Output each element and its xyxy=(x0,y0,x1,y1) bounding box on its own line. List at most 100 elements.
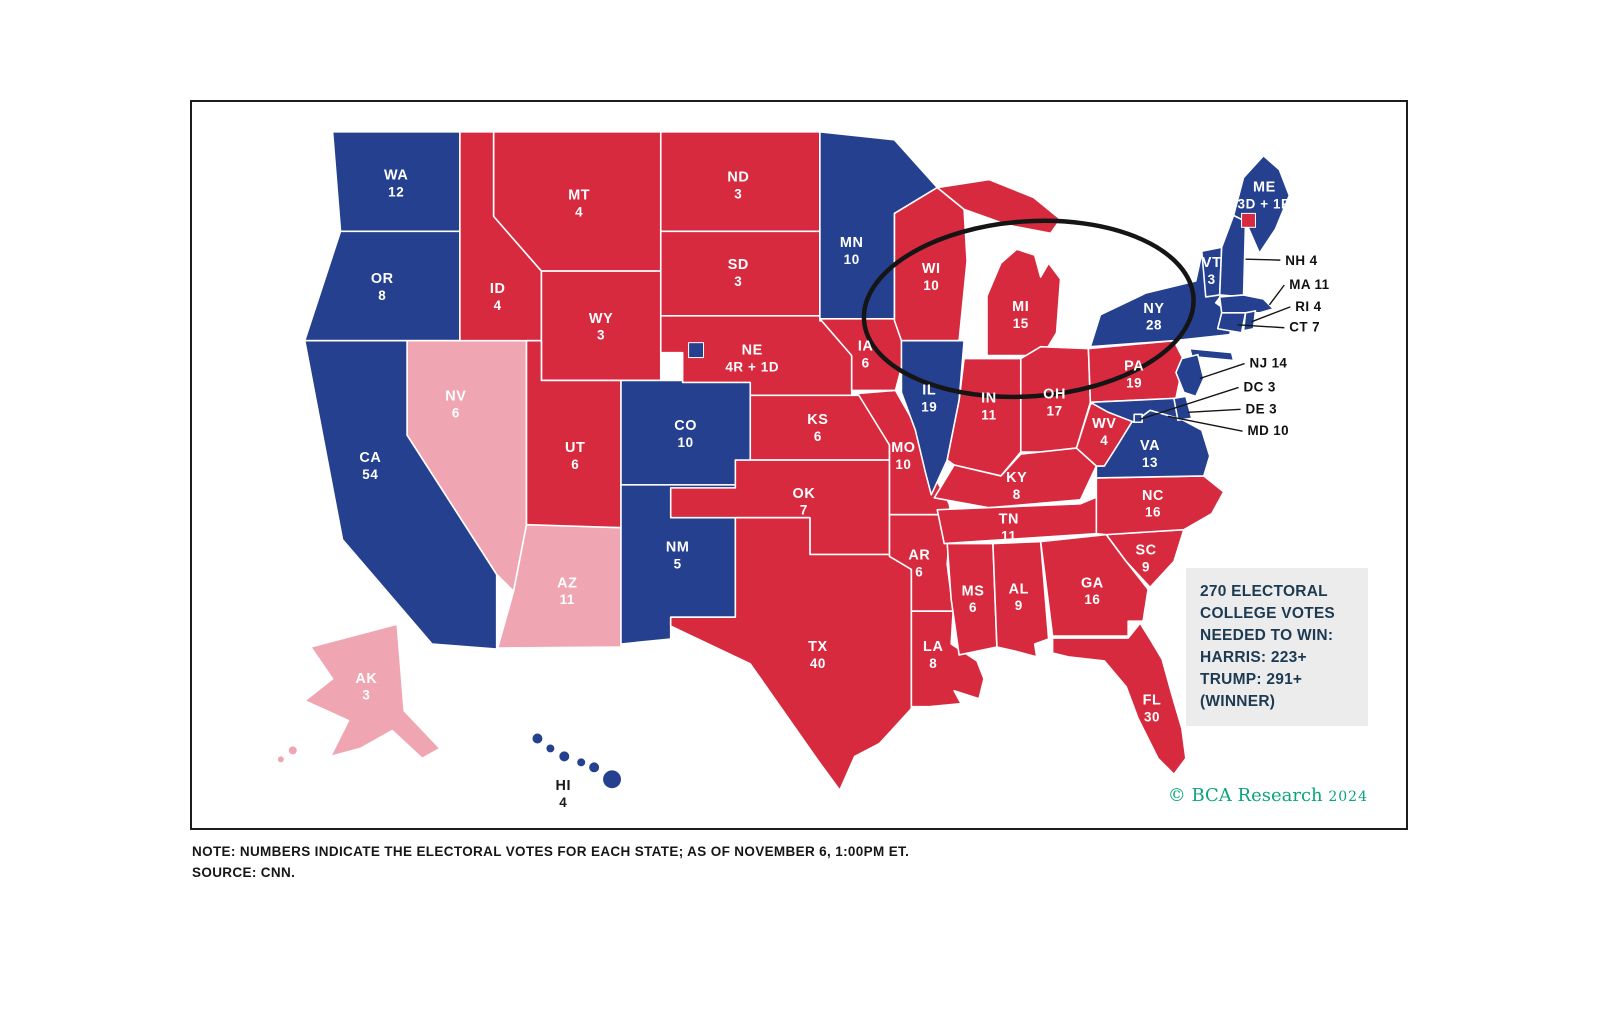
state-HI-island xyxy=(532,733,543,744)
state-MS xyxy=(946,542,998,656)
state-label-WY: WY 3 xyxy=(589,311,613,343)
state-AK-island xyxy=(288,746,297,755)
summary-line: HARRIS: 223+ xyxy=(1200,649,1307,666)
district-marker-NE-2 xyxy=(688,342,705,359)
state-label-MT: MT 4 xyxy=(568,187,590,219)
state-AK-island xyxy=(277,756,284,763)
publisher-name: © BCA Research xyxy=(1167,785,1323,806)
summary-line: COLLEGE VOTES xyxy=(1200,605,1336,622)
state-DE xyxy=(1173,395,1193,422)
state-NH xyxy=(1218,214,1247,298)
state-label-OH: OH 17 xyxy=(1043,386,1066,418)
callout-line-DE-3 xyxy=(1187,408,1241,413)
callout-line-NH-4 xyxy=(1245,258,1281,261)
state-label-FL: FL 30 xyxy=(1143,693,1162,725)
state-label-KS: KS 6 xyxy=(807,412,828,444)
state-label-ID: ID 4 xyxy=(490,281,506,313)
footnote-source: SOURCE: CNN. xyxy=(192,864,296,880)
callout-label-CT-7: CT 7 xyxy=(1289,320,1320,335)
state-label-TN: TN 11 xyxy=(999,512,1019,544)
callout-label-NH-4: NH 4 xyxy=(1285,253,1317,268)
state-HI-island xyxy=(577,758,586,767)
state-label-NV: NV 6 xyxy=(445,388,466,420)
state-label-KY: KY 8 xyxy=(1006,470,1027,502)
state-MI xyxy=(986,248,1062,357)
footnote: NOTE: NUMBERS INDICATE THE ELECTORAL VOT… xyxy=(192,842,909,884)
state-label-ME: ME 3D + 1R xyxy=(1238,180,1292,212)
state-label-AK: AK 3 xyxy=(355,671,377,703)
state-label-VT: VT 3 xyxy=(1202,255,1222,287)
summary-line: TRUMP: 291+ xyxy=(1200,671,1303,688)
state-label-MN: MN 10 xyxy=(840,235,864,267)
summary-line: (WINNER) xyxy=(1200,693,1276,710)
state-FL xyxy=(1051,622,1187,776)
callout-label-DC-3: DC 3 xyxy=(1244,379,1276,394)
state-label-OK: OK 7 xyxy=(793,486,816,518)
state-label-IA: IA 6 xyxy=(858,339,874,371)
state-label-UT: UT 6 xyxy=(565,440,585,472)
state-label-MO: MO 10 xyxy=(891,440,915,472)
state-label-PA: PA 19 xyxy=(1124,359,1144,391)
callout-label-DE-3: DE 3 xyxy=(1246,401,1277,416)
callout-label-MD-10: MD 10 xyxy=(1248,423,1289,438)
callout-line-CT-7 xyxy=(1237,324,1285,329)
publisher-year: 2024 xyxy=(1328,789,1368,805)
state-DC xyxy=(1133,413,1143,424)
state-label-IL: IL 19 xyxy=(921,382,937,414)
state-label-AL: AL 9 xyxy=(1009,581,1029,613)
state-HI-island xyxy=(589,762,600,773)
state-NY xyxy=(1189,347,1235,362)
state-LA xyxy=(910,610,985,708)
summary-line: 270 ELECTORAL xyxy=(1200,583,1328,600)
summary-line: NEEDED TO WIN: xyxy=(1200,627,1334,644)
state-label-MS: MS 6 xyxy=(962,583,985,615)
footnote-note: NOTE: NUMBERS INDICATE THE ELECTORAL VOT… xyxy=(192,844,910,859)
callout-line-MA-11 xyxy=(1268,284,1285,306)
state-label-NE: NE 4R + 1D xyxy=(725,343,779,375)
state-label-WI: WI 10 xyxy=(922,261,941,293)
state-label-TX: TX 40 xyxy=(808,639,828,671)
state-label-OR: OR 8 xyxy=(371,271,394,303)
callout-line-NJ-14 xyxy=(1199,362,1245,380)
callout-label-MA-11: MA 11 xyxy=(1289,277,1329,292)
state-label-SD: SD 3 xyxy=(728,257,749,289)
state-label-NM: NM 5 xyxy=(666,540,690,572)
publisher-credit: © BCA Research 2024 xyxy=(1168,785,1368,806)
us-electoral-map: WA 12 OR 8 CA 54 NV 6 ID 4 MT 4 WY 3 UT 6 AZ 11 CO 10 NM 5 ND 3… xyxy=(277,131,1329,810)
result-summary-box: 270 ELECTORAL COLLEGE VOTES NEEDED TO WI… xyxy=(1186,568,1368,726)
state-label-MI: MI 15 xyxy=(1012,299,1029,331)
state-label-VA: VA 13 xyxy=(1140,438,1160,470)
state-CT xyxy=(1216,312,1247,334)
state-HI-island xyxy=(603,770,621,789)
swing-states-circle-annotation xyxy=(861,218,1196,400)
state-AK xyxy=(303,623,441,760)
state-label-AZ: AZ 11 xyxy=(557,575,577,607)
state-label-AR: AR 6 xyxy=(908,547,930,579)
state-NJ xyxy=(1175,353,1205,398)
state-ME xyxy=(1232,154,1291,254)
callout-label-RI-4: RI 4 xyxy=(1295,299,1321,314)
callout-line-DC-3 xyxy=(1139,386,1239,420)
state-label-GA: GA 16 xyxy=(1081,575,1104,607)
state-label-CO: CO 10 xyxy=(674,418,697,450)
state-label-WA: WA 12 xyxy=(384,168,408,200)
callout-label-NJ-14: NJ 14 xyxy=(1250,356,1288,371)
state-label-NC: NC 16 xyxy=(1142,488,1164,520)
state-label-CA: CA 54 xyxy=(359,450,381,482)
state-MA xyxy=(1218,294,1275,314)
state-HI-island xyxy=(559,751,570,762)
district-marker-ME-2 xyxy=(1241,212,1256,228)
state-HI-island xyxy=(546,744,555,753)
state-label-WV: WV 4 xyxy=(1092,416,1116,448)
state-label-SC: SC 9 xyxy=(1135,543,1156,575)
state-label-LA: LA 8 xyxy=(923,639,943,671)
state-label-ND: ND 3 xyxy=(727,170,749,202)
state-label-HI: HI 4 xyxy=(555,778,571,810)
state-NC xyxy=(1095,475,1225,536)
state-label-NY: NY 28 xyxy=(1143,301,1164,333)
callout-line-MD-10 xyxy=(1167,415,1243,432)
callout-line-RI-4 xyxy=(1251,306,1291,323)
map-frame: WA 12 OR 8 CA 54 NV 6 ID 4 MT 4 WY 3 UT 6 AZ 11 CO 10 NM 5 ND 3… xyxy=(190,100,1408,830)
state-label-IN: IN 11 xyxy=(981,390,997,422)
state-TX xyxy=(669,516,913,792)
